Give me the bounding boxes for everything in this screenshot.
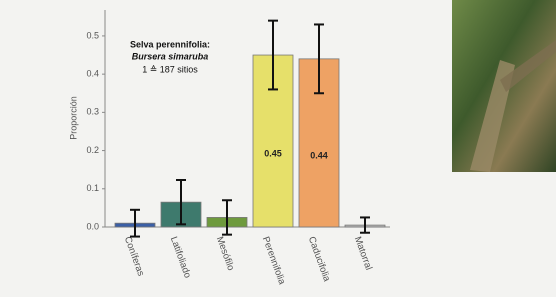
- y-axis-label: Proporción: [68, 96, 78, 140]
- annotation: 1 ≙ 187 sitios: [142, 64, 198, 74]
- y-tick-label: 0.4: [86, 69, 99, 79]
- y-tick-label: 0.3: [86, 107, 99, 117]
- annotation: Bursera simaruba: [132, 51, 209, 61]
- x-tick-label: Matorral: [352, 235, 374, 272]
- y-tick-label: 0.2: [86, 145, 99, 155]
- x-tick-label: Mesófilo: [214, 235, 236, 272]
- page: {"chart_data": {"type": "bar", "y_label"…: [0, 0, 556, 297]
- y-tick-label: 0.1: [86, 183, 99, 193]
- value-label: 0.45: [264, 148, 282, 158]
- chart: Proporción Selva perennifolia: Bursera s…: [0, 0, 556, 297]
- x-tick-label: Caducifolia: [306, 235, 333, 284]
- y-tick-label: 0.5: [86, 30, 99, 40]
- x-tick-label: Coníferas: [122, 235, 147, 278]
- x-tick-label: Perennifolia: [260, 235, 288, 287]
- value-label: 0.44: [310, 150, 328, 160]
- annotation: Selva perennifolia:: [130, 39, 210, 49]
- y-tick-label: 0.0: [86, 221, 99, 231]
- x-tick-label: Latifoliado: [168, 235, 193, 279]
